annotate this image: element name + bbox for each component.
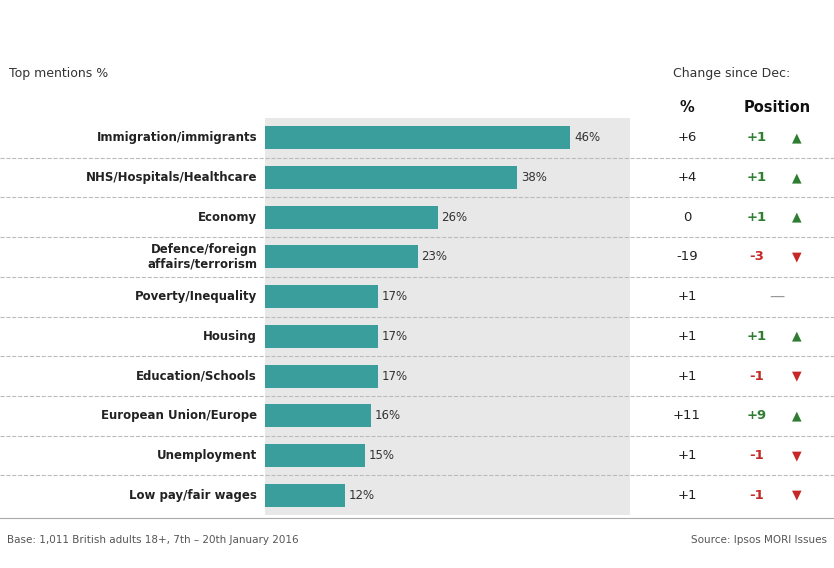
Text: Position: Position: [743, 100, 811, 115]
Text: +6: +6: [677, 131, 697, 144]
Text: 17%: 17%: [382, 330, 408, 343]
Text: 15%: 15%: [369, 449, 394, 462]
Text: +1: +1: [677, 330, 697, 343]
Bar: [265, 206, 438, 229]
Text: Low pay/fair wages: Low pay/fair wages: [129, 488, 257, 502]
Text: -1: -1: [749, 449, 764, 462]
Bar: [265, 404, 371, 427]
Text: -1: -1: [749, 488, 764, 502]
Text: ▼: ▼: [792, 370, 802, 383]
Bar: [265, 166, 517, 189]
Text: ▲: ▲: [792, 211, 802, 224]
Text: Unemployment: Unemployment: [157, 449, 257, 462]
Text: 26%: 26%: [441, 211, 468, 224]
Text: +4: +4: [677, 171, 697, 184]
Bar: [265, 444, 364, 467]
Text: ▲: ▲: [792, 330, 802, 343]
Text: Top mentions %: Top mentions %: [9, 66, 108, 80]
Text: +1: +1: [677, 370, 697, 383]
Text: +1: +1: [677, 449, 697, 462]
Bar: [265, 245, 418, 269]
Text: 38%: 38%: [521, 171, 547, 184]
Text: +1: +1: [746, 211, 766, 224]
Text: -19: -19: [676, 250, 698, 264]
Text: ▼: ▼: [792, 449, 802, 462]
Text: +11: +11: [673, 410, 701, 422]
Text: 17%: 17%: [382, 370, 408, 383]
Text: European Union/Europe: European Union/Europe: [101, 410, 257, 422]
Bar: [265, 365, 378, 387]
Text: —: —: [769, 289, 785, 304]
Text: -1: -1: [749, 370, 764, 383]
Bar: [265, 325, 378, 348]
Text: 0: 0: [683, 211, 691, 224]
Text: +9: +9: [746, 410, 766, 422]
Bar: [265, 483, 344, 507]
Text: ▲: ▲: [792, 131, 802, 144]
Text: %: %: [680, 100, 695, 115]
Text: -3: -3: [749, 250, 764, 264]
Text: Housing: Housing: [203, 330, 257, 343]
Text: What do you see as the most/other important issues facing Britain today?: What do you see as the most/other import…: [7, 31, 587, 45]
Text: +1: +1: [746, 171, 766, 184]
Text: +1: +1: [746, 131, 766, 144]
Text: Source: Ipsos MORI Issues: Source: Ipsos MORI Issues: [691, 535, 827, 545]
Text: Education/Schools: Education/Schools: [136, 370, 257, 383]
Text: 16%: 16%: [375, 410, 401, 422]
Text: +1: +1: [677, 290, 697, 303]
Text: +1: +1: [677, 488, 697, 502]
Bar: [265, 126, 570, 149]
Text: +1: +1: [746, 330, 766, 343]
Bar: [265, 285, 378, 308]
Text: Defence/foreign
affairs/terrorism: Defence/foreign affairs/terrorism: [147, 243, 257, 271]
Text: ▼: ▼: [792, 488, 802, 502]
Text: ▲: ▲: [792, 171, 802, 184]
Text: 46%: 46%: [575, 131, 600, 144]
Text: Base: 1,011 British adults 18+, 7th – 20th January 2016: Base: 1,011 British adults 18+, 7th – 20…: [7, 535, 299, 545]
Text: 17%: 17%: [382, 290, 408, 303]
Text: ▼: ▼: [792, 250, 802, 264]
Text: NHS/Hospitals/Healthcare: NHS/Hospitals/Healthcare: [86, 171, 257, 184]
Text: ▲: ▲: [792, 410, 802, 422]
Text: Economy: Economy: [198, 211, 257, 224]
Text: 23%: 23%: [422, 250, 448, 264]
Text: Immigration/immigrants: Immigration/immigrants: [97, 131, 257, 144]
Text: 12%: 12%: [349, 488, 374, 502]
Text: Change since Dec:: Change since Dec:: [673, 66, 791, 80]
Text: Poverty/Inequality: Poverty/Inequality: [135, 290, 257, 303]
